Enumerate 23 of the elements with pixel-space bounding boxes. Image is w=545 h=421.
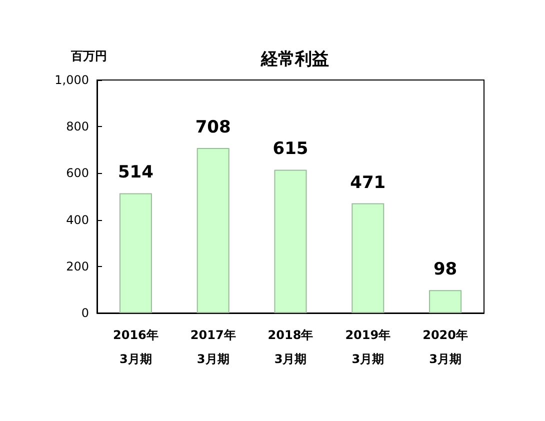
bar (352, 203, 384, 313)
y-tick-label: 1,000 (54, 73, 89, 87)
y-tick-label: 800 (66, 120, 89, 134)
y-tick-label: 400 (66, 212, 89, 227)
x-tick-label: 2020年 3月期 (422, 328, 468, 366)
y-tick-label: 0 (81, 306, 89, 320)
data-label: 514 (118, 162, 154, 183)
bar (429, 290, 462, 313)
bar (274, 170, 307, 313)
y-tick-label: 200 (66, 259, 89, 274)
data-label: 471 (350, 172, 386, 193)
data-label: 98 (433, 260, 458, 280)
y-tick-label: 600 (66, 166, 89, 180)
x-tick-label: 2016年 3月期 (112, 328, 158, 366)
x-tick-label: 2019年 3月期 (345, 328, 391, 366)
x-tick-label: 2018年 3月期 (268, 328, 314, 366)
bar (196, 148, 230, 313)
chart-title: 経常利益 (260, 50, 329, 70)
data-label: 708 (195, 118, 231, 138)
bar (119, 193, 152, 313)
y-axis-title: 百万円 (70, 49, 107, 63)
data-label: 615 (272, 139, 308, 160)
x-tick-label: 2017年 3月期 (190, 328, 236, 366)
